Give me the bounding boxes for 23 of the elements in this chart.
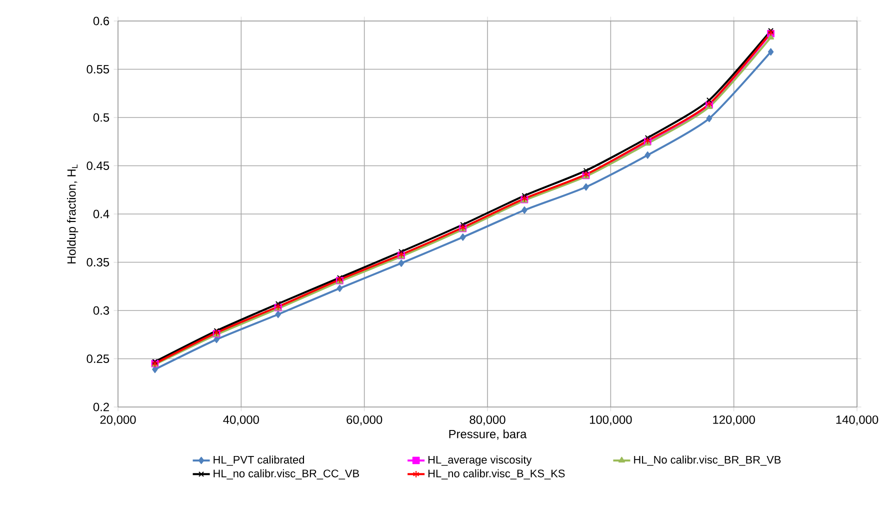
y-tick-label: 0.55: [86, 65, 110, 74]
y-tick-label: 0.2: [93, 402, 109, 412]
y-tick-label: 0.6: [93, 16, 110, 26]
x-axis-title: Pressure, bara: [449, 430, 527, 440]
legend-label: HL_PVT calibrated: [214, 456, 304, 466]
y-tick-label: 0.25: [86, 354, 110, 363]
legend-label: HL_average viscosity: [428, 456, 532, 466]
x-tick-label: 120,000: [713, 415, 755, 426]
y-tick-label: 0.35: [86, 258, 110, 266]
legend-label: HL_no calibr.visc_BR_CC_VB: [214, 469, 359, 480]
x-tick-label: 20,000: [100, 415, 136, 426]
x-tick-label: 140,000: [836, 415, 878, 426]
legend-label: HL_no calibr.visc_B_KS_KS: [428, 469, 565, 480]
legend-label: HL_No calibr.visc_BR_BR_VB: [634, 456, 781, 466]
y-tick-label: 0.45: [86, 162, 110, 170]
y-tick-label: 0.3: [93, 306, 110, 315]
y-tick-label: 0.4: [93, 210, 110, 218]
x-tick-label: 80,000: [470, 415, 506, 426]
y-axis-title: Holdup fraction, H$_{L}$: [66, 164, 78, 264]
x-tick-label: 40,000: [223, 415, 259, 426]
y-tick-label: 0.5: [93, 113, 110, 122]
x-tick-label: 60,000: [346, 415, 382, 426]
x-tick-label: 100,000: [590, 415, 632, 426]
